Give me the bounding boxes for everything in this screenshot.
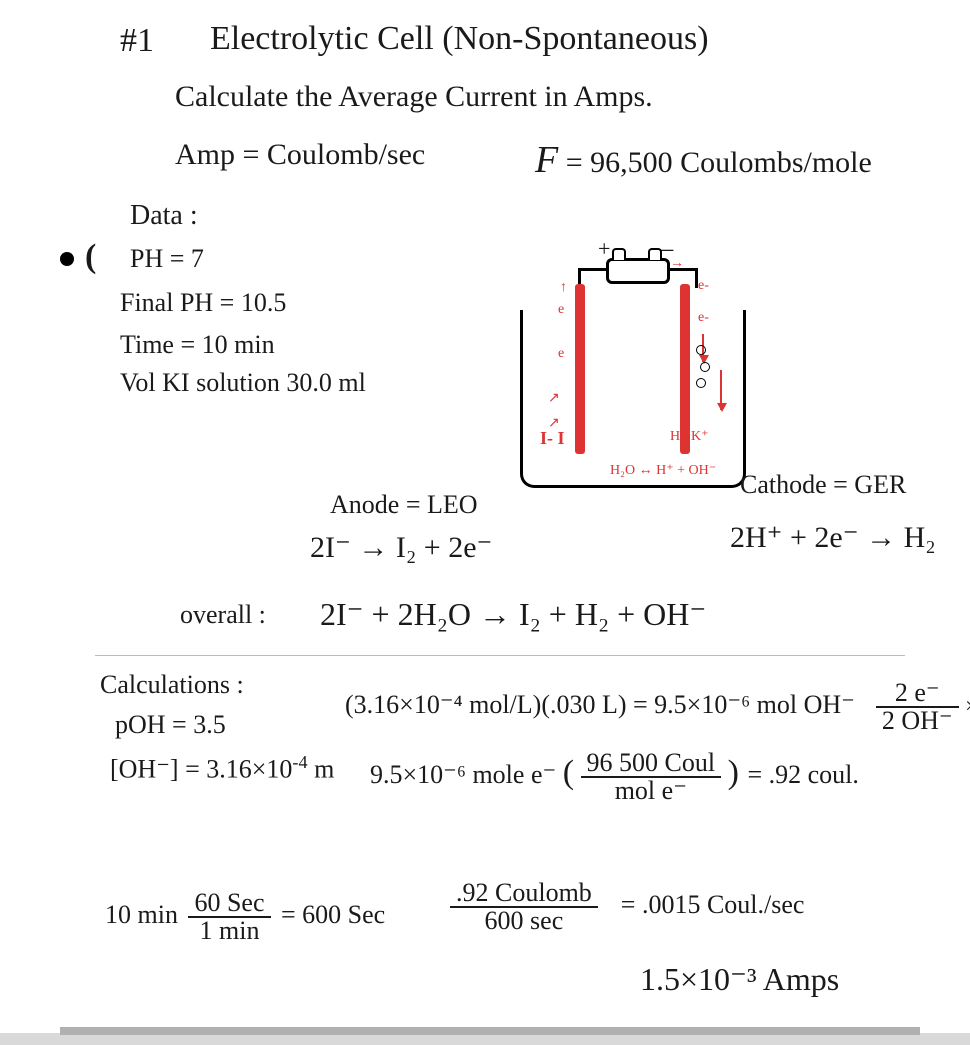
cathode-reaction: 2H⁺ + 2e⁻ → H₂	[730, 520, 936, 555]
bullet-icon	[60, 252, 74, 266]
poh-line: pOH = 3.5	[115, 710, 226, 740]
oh-conc-line: [OH⁻] = 3.16×10-4 m	[110, 752, 334, 785]
data-final-ph: Final PH = 10.5	[120, 288, 286, 318]
task-statement: Calculate the Average Current in Amps.	[175, 80, 653, 114]
iodide-label: I- I	[540, 428, 565, 449]
final-division: .92 Coulomb 600 sec = .0015 Coul./sec	[450, 880, 804, 934]
page-root: #1 Electrolytic Cell (Non-Spontaneous) C…	[0, 0, 970, 1045]
overall-reaction: 2I⁻ + 2H₂O → I₂ + H₂ + OH⁻	[320, 595, 706, 633]
data-time: Time = 10 min	[120, 330, 275, 360]
open-paren: (	[85, 238, 96, 276]
calc-step1: (3.16×10⁻⁴ mol/L)(.030 L) = 9.5×10⁻⁶ mol…	[345, 680, 970, 734]
anode-heading: Anode = LEO	[330, 490, 478, 520]
final-answer: 1.5×10⁻³ Amps	[640, 960, 839, 998]
scan-shadow	[0, 1019, 970, 1045]
cathode-heading: Cathode = GER	[740, 470, 906, 500]
battery-plus: +	[598, 236, 610, 262]
cation-label: H⁺ K⁺	[670, 428, 709, 445]
data-ph: PH = 7	[130, 244, 204, 274]
faraday-constant: F = 96,500 Coulombs/mole	[535, 138, 872, 182]
calculations-heading: Calculations :	[100, 670, 244, 700]
data-heading: Data :	[130, 200, 198, 232]
data-volume: Vol KI solution 30.0 ml	[120, 368, 366, 398]
problem-number: #1	[120, 22, 154, 60]
electrolytic-cell-diagram: + − → ↑ e e ↗ ↗ e- e- I- I H⁺ K⁺ H₂O ↔	[520, 250, 800, 500]
time-conversion: 10 min 60 Sec 1 min = 600 Sec	[105, 890, 385, 944]
anode-reaction: 2I⁻ → I₂ + 2e⁻	[310, 530, 492, 565]
calc-step2: 9.5×10⁻⁶ mole e⁻ ( 96 500 Coul mol e⁻ ) …	[370, 750, 859, 804]
overall-label: overall :	[180, 600, 266, 630]
page-title: Electrolytic Cell (Non-Spontaneous)	[210, 20, 709, 58]
anode-electrode	[575, 284, 585, 454]
amp-definition: Amp = Coulomb/sec	[175, 138, 425, 172]
divider	[95, 655, 905, 656]
water-dissoc-label: H₂O ↔ H⁺ + OH⁻	[610, 462, 716, 479]
